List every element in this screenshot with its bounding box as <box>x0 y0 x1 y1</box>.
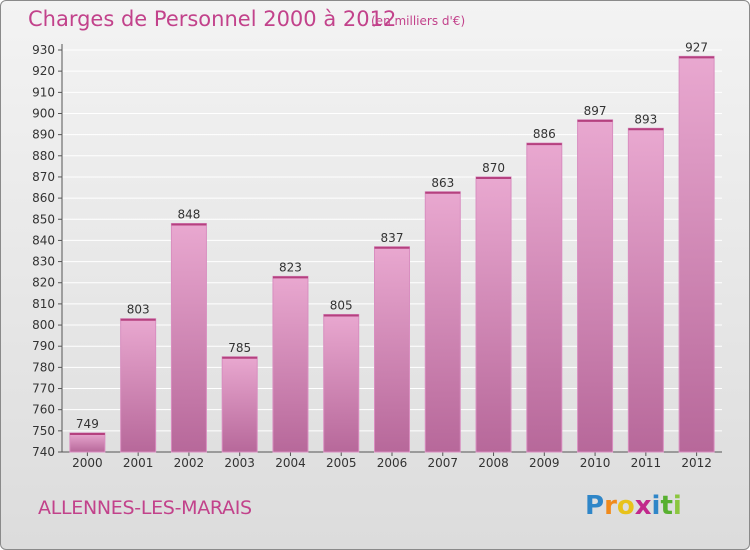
x-tick-label: 2002 <box>174 456 205 470</box>
x-tick-label: 2004 <box>275 456 306 470</box>
y-tick-label: 930 <box>32 43 55 57</box>
y-tick-label: 880 <box>32 149 55 163</box>
x-tick-label: 2010 <box>580 456 611 470</box>
x-tick-label: 2007 <box>427 456 458 470</box>
x-tick-label: 2012 <box>681 456 712 470</box>
x-tick-label: 2011 <box>631 456 662 470</box>
y-tick-label: 760 <box>32 403 55 417</box>
x-tick-label: 2009 <box>529 456 560 470</box>
bar <box>323 313 360 453</box>
bar <box>526 142 563 453</box>
y-tick-label: 840 <box>32 233 55 247</box>
labels: 740 750 760 770 780 790 800 810 820 830 840 850 860 8… <box>32 40 712 470</box>
y-tick-label: 860 <box>32 191 55 205</box>
logo-letter: o <box>616 491 635 521</box>
data-label: 805 <box>330 298 353 312</box>
bar <box>374 246 410 453</box>
data-label: 897 <box>584 104 607 118</box>
data-label: 870 <box>482 161 505 175</box>
data-label: 749 <box>76 417 99 431</box>
chart-subtitle: (en milliers d'€) <box>371 14 466 28</box>
proxiti-logo[interactable]: Proxiti <box>585 491 682 521</box>
city-name: ALLENNES-LES-MARAIS <box>38 497 252 519</box>
bar <box>475 176 512 453</box>
y-tick-label: 820 <box>32 276 55 290</box>
data-label: 927 <box>685 40 708 54</box>
data-label: 837 <box>381 231 404 245</box>
logo-letter: t <box>660 491 673 521</box>
y-tick-label: 800 <box>32 318 55 332</box>
bar <box>170 222 207 453</box>
x-tick-label: 2000 <box>72 456 103 470</box>
logo-letter: x <box>634 491 652 521</box>
x-tick-label: 2006 <box>377 456 408 470</box>
bars <box>69 55 715 453</box>
y-tick-label: 830 <box>32 255 55 269</box>
y-tick-label: 890 <box>32 128 55 142</box>
bar <box>221 356 258 453</box>
y-tick-label: 850 <box>32 212 55 226</box>
bar <box>678 55 715 453</box>
data-label: 863 <box>431 176 454 190</box>
bar <box>120 318 157 453</box>
logo-letter: i <box>651 491 661 521</box>
y-tick-label: 920 <box>32 64 55 78</box>
data-label: 893 <box>634 112 657 126</box>
bar <box>424 191 461 453</box>
y-tick-label: 870 <box>32 170 55 184</box>
y-tick-label: 910 <box>32 85 55 99</box>
data-label: 803 <box>127 303 150 317</box>
y-tick-label: 900 <box>32 106 55 120</box>
data-label: 848 <box>177 207 200 221</box>
bar <box>272 275 309 453</box>
logo-letter: i <box>672 491 682 521</box>
x-tick-label: 2005 <box>326 456 357 470</box>
x-tick-label: 2001 <box>123 456 154 470</box>
x-tick-label: 2003 <box>224 456 255 470</box>
data-label: 785 <box>228 341 251 355</box>
y-tick-label: 810 <box>32 297 55 311</box>
bar <box>69 432 106 453</box>
bar <box>577 119 614 453</box>
logo-letter: r <box>604 491 617 521</box>
x-tick-label: 2008 <box>478 456 509 470</box>
data-label: 886 <box>533 127 556 141</box>
y-tick-label: 750 <box>32 424 55 438</box>
logo-letter: P <box>585 491 605 521</box>
y-tick-label: 790 <box>32 339 55 353</box>
data-label: 823 <box>279 260 302 274</box>
y-tick-label: 740 <box>32 445 55 459</box>
chart-title: Charges de Personnel 2000 à 2012 <box>28 7 397 31</box>
y-tick-label: 780 <box>32 360 55 374</box>
y-tick-label: 770 <box>32 382 55 396</box>
bar <box>627 127 664 453</box>
